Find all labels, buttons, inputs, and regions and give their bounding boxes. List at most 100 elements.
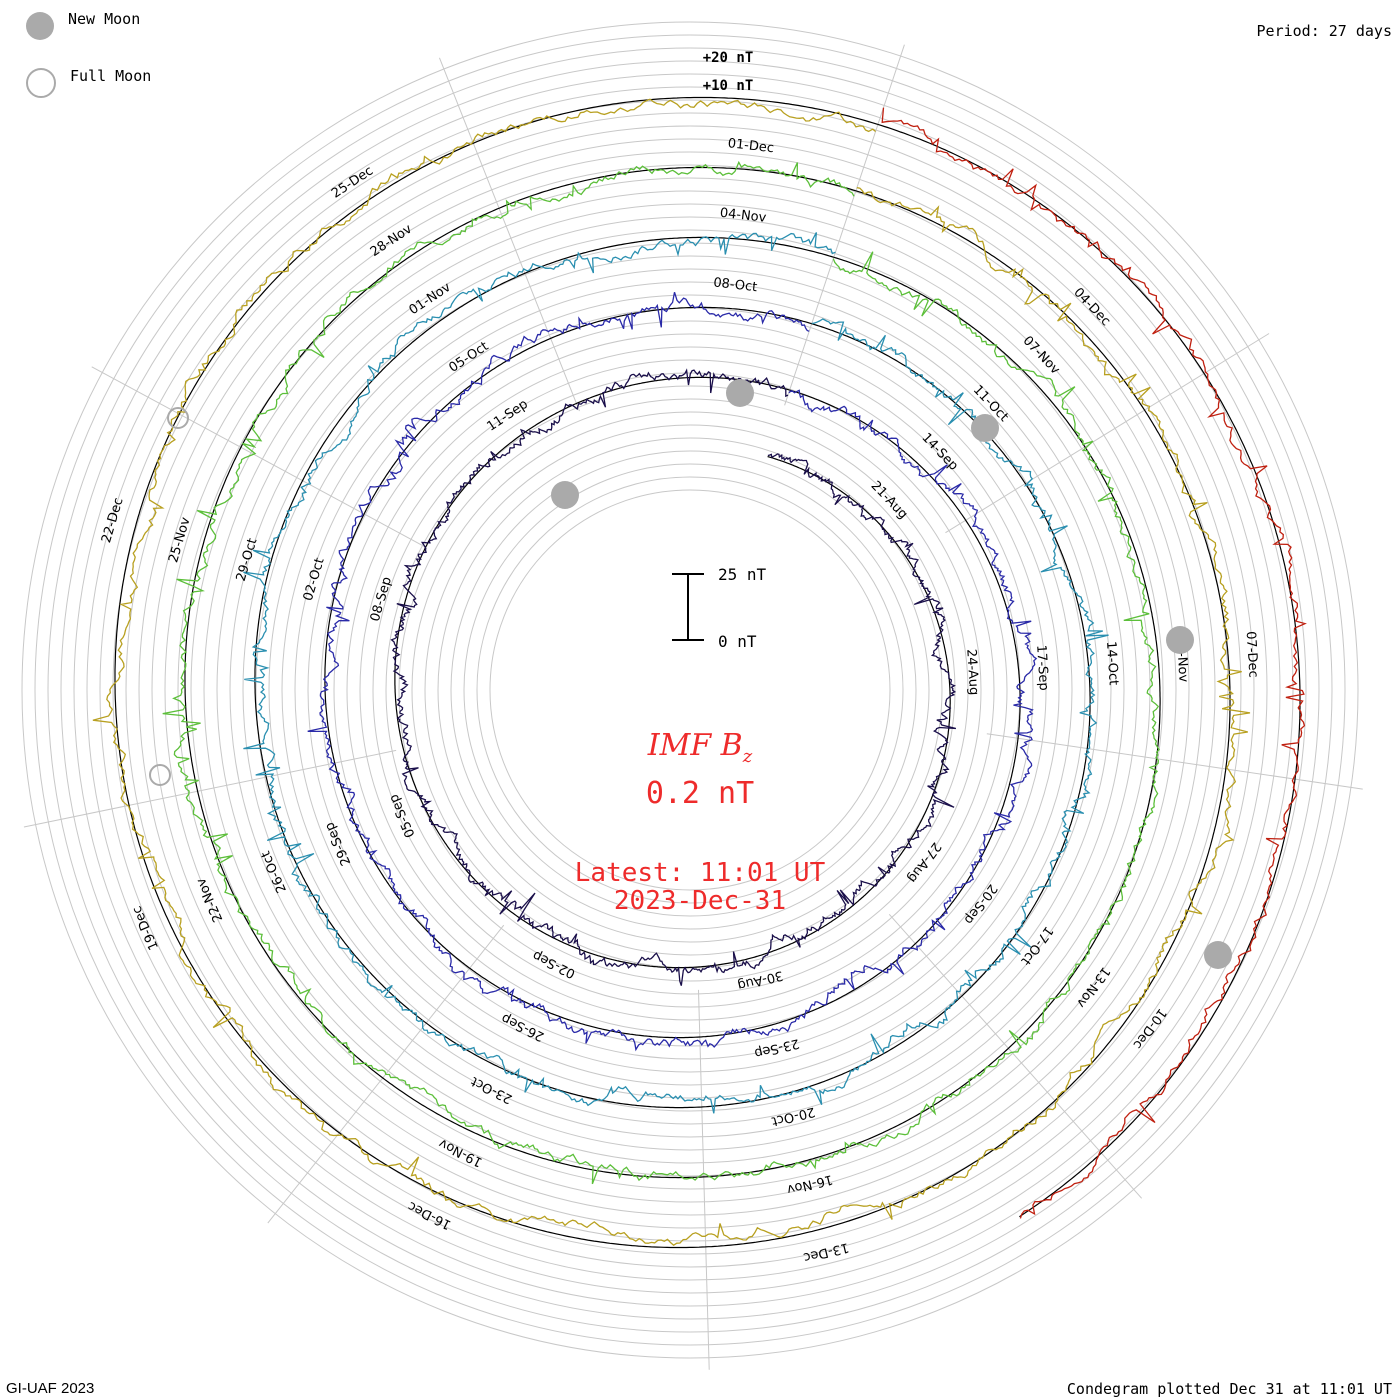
imf-bz-trace <box>881 107 1307 1219</box>
date-tick-label: 08-Oct <box>713 275 758 295</box>
grid-ring <box>151 151 1229 1229</box>
grid-ring <box>242 242 1138 1138</box>
grid-rings <box>21 21 1363 1370</box>
grid-ring <box>294 294 1086 1086</box>
imf-bz-trace <box>243 232 1109 1114</box>
date-tick-label: 25-Nov <box>166 515 194 564</box>
grid-ring <box>190 190 1190 1190</box>
scale-bar-top-label: 25 nT <box>718 565 767 584</box>
date-tick-label: 07-Nov <box>1020 333 1063 377</box>
new-moon-legend: New Moon <box>26 10 141 40</box>
grid-ring <box>229 229 1151 1151</box>
date-tick-label: 04-Dec <box>1070 285 1113 329</box>
quantity-sub: z <box>742 746 753 767</box>
grid-ring <box>450 450 930 930</box>
date-tick-label: 02-Oct <box>301 556 328 603</box>
date-tick-label: 17-Oct <box>1018 923 1056 967</box>
grid-ring <box>372 372 1008 1008</box>
scale-bar-bottom-label: 0 nT <box>718 632 757 651</box>
latest-date: 2023-Dec-31 <box>613 886 787 916</box>
grid-ring <box>476 476 904 904</box>
date-tick-label: 11-Sep <box>484 397 530 435</box>
full-moon-label: Full Moon <box>70 67 152 85</box>
grid-ring <box>164 164 1216 1216</box>
grid-spoke <box>91 366 427 548</box>
zero-reference-line <box>877 123 1301 1218</box>
grid-ring <box>73 73 1307 1307</box>
date-tick-label: 25-Dec <box>329 163 376 201</box>
full-moon-icon <box>26 68 56 98</box>
full-moon-marker <box>149 764 171 786</box>
grid-ring <box>268 268 1112 1112</box>
new-moon-marker <box>971 414 999 442</box>
spiral-series-2: 14-Sep17-Sep20-Sep23-Sep26-Sep29-Sep02-O… <box>301 275 1051 1060</box>
grid-ring <box>255 255 1125 1125</box>
date-tick-label: 16-Dec <box>406 1198 454 1232</box>
grid-ring <box>320 320 1060 1060</box>
grid-ring <box>359 359 1021 1021</box>
moon-markers <box>149 379 1232 969</box>
reference-scale: +20 nT +10 nT <box>703 50 754 94</box>
grid-ring <box>138 138 1242 1242</box>
date-tick-label: 26-Sep <box>499 1010 547 1044</box>
latest-value: 0.2 nT <box>645 776 755 811</box>
grid-ring <box>177 177 1203 1203</box>
new-moon-label: New Moon <box>68 10 141 28</box>
reference-label: +10 nT <box>703 78 754 94</box>
date-tick-label: 19-Nov <box>436 1135 485 1169</box>
grid-ring <box>203 203 1177 1177</box>
new-moon-marker <box>551 481 579 509</box>
new-moon-marker <box>1204 941 1232 969</box>
grid-ring <box>112 112 1268 1268</box>
grid-spoke <box>784 44 905 406</box>
quantity-title: IMF Bz <box>0 728 1400 767</box>
grid-ring <box>489 489 891 891</box>
date-tick-label: 24-Aug <box>963 649 981 696</box>
period-label: Period: 27 days <box>1256 22 1392 40</box>
grid-ring <box>398 398 982 982</box>
latest-time: Latest: 11:01 UT <box>574 858 826 888</box>
grid-spoke <box>945 333 1270 534</box>
new-moon-icon <box>26 12 54 40</box>
spiral-series-6 <box>877 107 1307 1219</box>
date-tick-label: 16-Nov <box>785 1171 834 1197</box>
date-tick-label: 20-Oct <box>770 1104 816 1129</box>
grid-ring <box>34 34 1346 1346</box>
new-moon-marker <box>1166 626 1194 654</box>
grid-spoke <box>438 57 580 412</box>
grid-ring <box>437 437 943 943</box>
grid-ring <box>86 86 1294 1294</box>
grid-ring <box>424 424 956 956</box>
credit-label: GI-UAF 2023 <box>6 1380 95 1397</box>
grid-ring <box>346 346 1034 1034</box>
date-tick-label: 07-Dec <box>1243 631 1261 678</box>
date-tick-label: 14-Oct <box>1103 641 1121 686</box>
grid-ring <box>385 385 995 995</box>
grid-ring <box>333 333 1047 1047</box>
date-tick-label: 29-Oct <box>234 537 261 584</box>
grid-spoke <box>888 913 1143 1199</box>
imf-bz-trace <box>162 160 1160 1185</box>
zero-reference-line <box>184 166 1161 1179</box>
date-tick-label: 04-Nov <box>719 206 767 226</box>
grid-ring <box>216 216 1164 1164</box>
grid-ring <box>463 463 917 917</box>
grid-spoke <box>697 989 710 1370</box>
date-tick-label: 13-Dec <box>802 1239 851 1264</box>
zero-reference-line <box>324 306 1021 1039</box>
imf-bz-trace <box>92 98 1251 1247</box>
grid-ring <box>21 21 1359 1359</box>
date-tick-label: 01-Dec <box>727 136 775 156</box>
new-moon-marker <box>726 379 754 407</box>
imf-bz-trace <box>307 292 1038 1052</box>
imf-bz-trace <box>390 368 957 986</box>
date-tick-label: 08-Sep <box>368 575 395 623</box>
grid-ring <box>60 60 1320 1320</box>
zero-reference-line <box>394 376 951 969</box>
date-tick-label: 10-Dec <box>1130 1005 1170 1051</box>
date-tick-label: 30-Aug <box>736 967 785 992</box>
full-moon-legend: Full Moon <box>26 67 152 98</box>
grid-ring <box>281 281 1099 1099</box>
